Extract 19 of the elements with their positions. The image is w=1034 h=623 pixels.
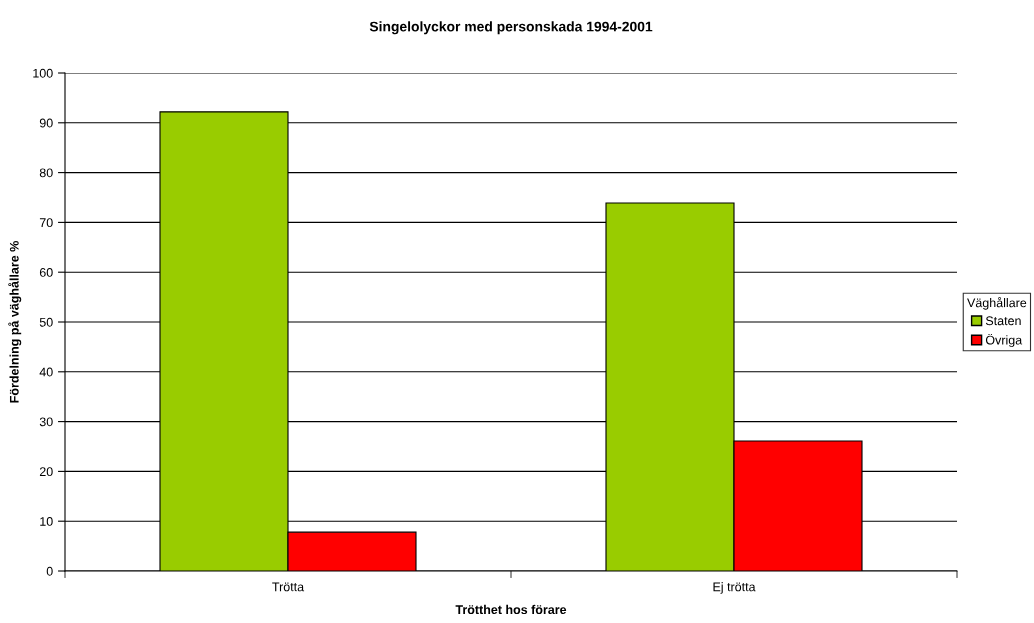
y-tick-label: 30 (39, 417, 53, 427)
y-tick-label: 80 (39, 168, 53, 178)
chart-title: Singelolyckor med personskada 1994-2001 (369, 21, 653, 35)
y-tick-label: 50 (39, 317, 53, 327)
y-tick-label: 0 (46, 566, 53, 576)
y-axis-title: Fördelning på väghållare % (8, 241, 22, 403)
x-axis-title: Trötthet hos förare (455, 604, 567, 615)
legend-label: Staten (985, 316, 1021, 326)
y-tick-label: 40 (39, 367, 53, 377)
x-tick-label: Trötta (272, 582, 305, 592)
y-tick-label: 90 (39, 118, 53, 128)
y-tick-label: 60 (39, 268, 53, 277)
legend-title: Väghållare (967, 297, 1027, 310)
y-tick-label: 70 (39, 218, 53, 228)
y-tick-label: 10 (40, 517, 53, 526)
y-tick-label: 100 (33, 68, 53, 78)
x-tick-label: Ej trötta (713, 582, 756, 594)
legend-label: Övriga (985, 333, 1023, 347)
y-tick-label: 20 (39, 467, 53, 477)
